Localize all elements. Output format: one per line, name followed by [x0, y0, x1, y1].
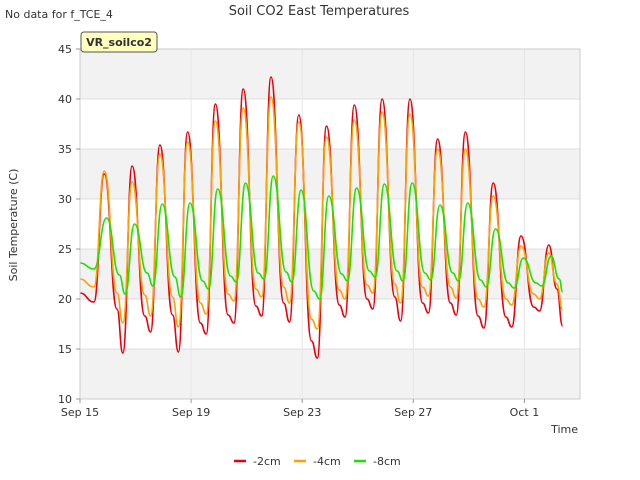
legend-label: -8cm [373, 455, 401, 468]
legend: -2cm -4cm -8cm [234, 455, 401, 468]
y-tick-label: 15 [58, 343, 72, 356]
station-label-box: VR_soilco2 [80, 31, 158, 53]
x-tick-label: Sep 19 [172, 406, 210, 419]
plot-area [80, 49, 580, 399]
series-layer [79, 76, 564, 359]
y-tick-label: 40 [58, 93, 72, 106]
y-tick-label: 35 [58, 143, 72, 156]
no-data-note: No data for f_TCE_4 [5, 8, 113, 21]
legend-label: -4cm [313, 455, 341, 468]
y-tick-label: 10 [58, 393, 72, 406]
chart-title: Soil CO2 East Temperatures [229, 4, 410, 19]
x-tick-label: Oct 1 [510, 406, 540, 419]
grid-band [80, 49, 580, 99]
grid-band [80, 349, 580, 399]
y-tick-label: 20 [58, 293, 72, 306]
y-tick-label: 25 [58, 243, 72, 256]
grid-band [80, 249, 580, 299]
x-tick-label: Sep 27 [394, 406, 432, 419]
x-tick-label: Sep 23 [283, 406, 321, 419]
series-line-8cm [79, 175, 564, 300]
x-tick-label: Sep 15 [61, 406, 99, 419]
x-axis-label: Time [550, 423, 578, 436]
legend-label: -2cm [253, 455, 281, 468]
y-tick-label: 45 [58, 43, 72, 56]
y-tick-label: 30 [58, 193, 72, 206]
station-label: VR_soilco2 [86, 36, 152, 49]
y-axis-label: Soil Temperature (C) [7, 169, 20, 282]
axes: 10 15 20 25 30 35 40 45 Sep 15 Sep 19 Sep 23 Sep 27… [58, 43, 581, 419]
plot-border [79, 48, 581, 400]
